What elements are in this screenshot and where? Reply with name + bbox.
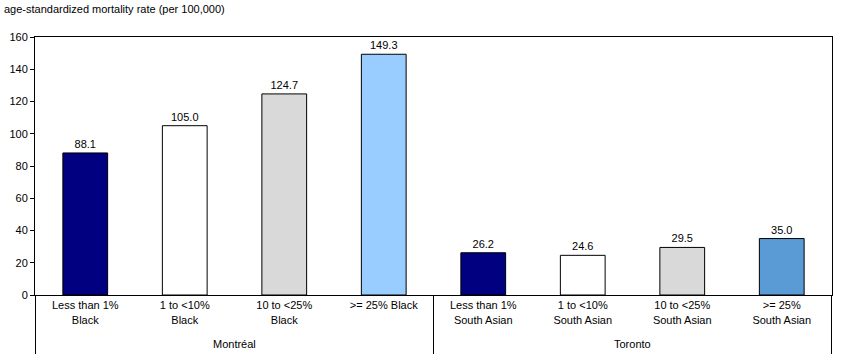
svg-text:1 to <10%Black: 1 to <10%Black [160,299,210,325]
svg-text:140: 140 [9,63,27,75]
svg-text:>= 25%South Asian: >= 25%South Asian [752,299,811,325]
svg-text:88.1: 88.1 [75,138,96,150]
svg-text:10 to <25%Black: 10 to <25%Black [256,299,312,325]
svg-text:105.0: 105.0 [171,111,199,123]
svg-text:10 to <25%South Asian: 10 to <25%South Asian [653,299,712,325]
svg-text:80: 80 [16,160,28,172]
svg-text:1 to <10%South Asian: 1 to <10%South Asian [553,299,612,325]
svg-text:age-standardized mortality rat: age-standardized mortality rate (per 100… [4,3,225,15]
svg-text:29.5: 29.5 [672,232,693,244]
svg-text:100: 100 [9,128,27,140]
svg-text:Toronto: Toronto [614,338,651,350]
svg-text:60: 60 [16,192,28,204]
svg-text:149.3: 149.3 [370,39,398,51]
svg-text:24.6: 24.6 [572,240,593,252]
svg-text:>= 25% Black: >= 25% Black [350,299,418,311]
svg-text:Montréal: Montréal [213,338,256,350]
svg-text:Less than 1%South Asian: Less than 1%South Asian [450,299,517,325]
svg-text:120: 120 [9,95,27,107]
svg-text:Less than 1%Black: Less than 1%Black [52,299,119,325]
svg-text:0: 0 [22,289,28,301]
svg-text:35.0: 35.0 [771,224,792,236]
svg-text:160: 160 [9,31,27,43]
svg-text:124.7: 124.7 [270,79,298,91]
svg-text:20: 20 [16,257,28,269]
svg-text:26.2: 26.2 [473,238,494,250]
svg-text:40: 40 [16,224,28,236]
